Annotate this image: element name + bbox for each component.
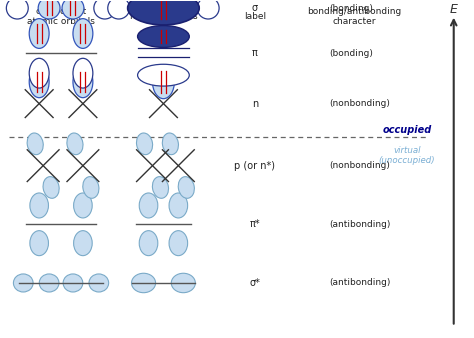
Ellipse shape (131, 273, 155, 293)
Ellipse shape (169, 231, 188, 256)
Text: p (or n*): p (or n*) (235, 161, 275, 171)
Ellipse shape (73, 66, 93, 98)
Ellipse shape (162, 133, 178, 155)
Ellipse shape (38, 0, 60, 19)
Text: σ*: σ* (249, 278, 260, 288)
Text: bonding/antibonding
character: bonding/antibonding character (307, 7, 401, 26)
Ellipse shape (29, 19, 49, 48)
Ellipse shape (73, 58, 93, 88)
Text: σ: σ (252, 3, 258, 13)
Ellipse shape (94, 0, 116, 19)
Ellipse shape (43, 177, 59, 198)
Ellipse shape (6, 0, 28, 19)
Ellipse shape (29, 66, 49, 98)
Ellipse shape (73, 231, 92, 256)
Ellipse shape (197, 0, 219, 19)
Text: virtual
(unoccupied): virtual (unoccupied) (379, 146, 435, 165)
Text: (bonding): (bonding) (329, 4, 374, 13)
Ellipse shape (67, 133, 83, 155)
Text: (antibonding): (antibonding) (329, 279, 391, 288)
Ellipse shape (89, 274, 109, 292)
Text: (bonding): (bonding) (329, 49, 374, 58)
Text: (antibonding): (antibonding) (329, 220, 391, 229)
Ellipse shape (73, 193, 92, 218)
Text: component
atomic orbitals: component atomic orbitals (27, 7, 95, 26)
Ellipse shape (13, 274, 33, 292)
Text: π*: π* (250, 219, 260, 229)
Ellipse shape (178, 177, 194, 198)
Ellipse shape (39, 274, 59, 292)
Text: label: label (244, 12, 266, 21)
Ellipse shape (29, 58, 49, 88)
Ellipse shape (30, 193, 48, 218)
Ellipse shape (62, 0, 84, 19)
Ellipse shape (83, 177, 99, 198)
Ellipse shape (153, 177, 169, 198)
Text: E: E (450, 3, 458, 16)
Ellipse shape (108, 0, 129, 19)
Ellipse shape (137, 26, 189, 47)
Ellipse shape (63, 274, 83, 292)
Ellipse shape (171, 273, 195, 293)
Ellipse shape (169, 193, 188, 218)
Ellipse shape (137, 133, 153, 155)
Text: occupied: occupied (383, 125, 432, 136)
Text: (nonbonding): (nonbonding) (329, 99, 390, 108)
Ellipse shape (73, 19, 93, 48)
Ellipse shape (30, 231, 48, 256)
Text: π: π (252, 48, 258, 58)
Ellipse shape (128, 0, 199, 25)
Text: localized M.O.s: localized M.O.s (129, 12, 197, 21)
Ellipse shape (153, 65, 174, 99)
Text: (nonbonding): (nonbonding) (329, 161, 390, 170)
Ellipse shape (139, 231, 158, 256)
Ellipse shape (27, 133, 43, 155)
Ellipse shape (137, 64, 189, 86)
Text: n: n (252, 99, 258, 108)
Ellipse shape (139, 193, 158, 218)
